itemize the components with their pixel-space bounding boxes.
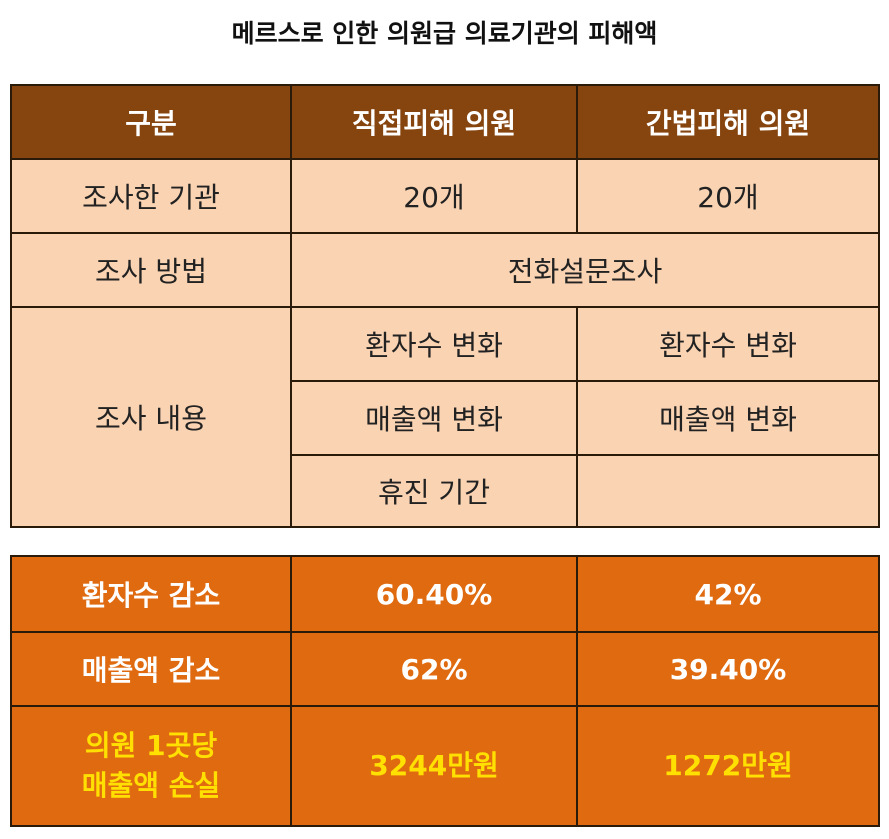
patients-label: 환자수 감소 [10,555,292,633]
header-indirect: 간법피해 의원 [576,84,880,160]
header-row: 구분 직접피해 의원 간법피해 의원 [10,84,880,160]
content-direct-item: 휴진 기간 [290,454,578,528]
content-direct-item: 환자수 변화 [290,306,578,382]
method-value: 전화설문조사 [290,232,880,308]
header-category: 구분 [10,84,292,160]
content-indirect-item: 환자수 변화 [576,306,880,382]
content-label: 조사 내용 [10,306,292,528]
content-direct-item: 매출액 변화 [290,380,578,456]
table-row: 휴진 기간 [11,454,880,528]
loss-label: 의원 1곳당 매출액 손실 [10,705,292,827]
patients-direct: 60.40% [290,555,578,633]
sales-label: 매출액 감소 [10,631,292,707]
table-row: 매출액 변화 매출액 변화 [11,380,880,456]
header-direct: 직접피해 의원 [290,84,578,160]
result-table: 환자수 감소 60.40% 42% 매출액 감소 62% 39.40% 의원 1… [10,555,880,827]
content-indirect-item: 매출액 변화 [576,380,880,456]
table-row: 매출액 감소 62% 39.40% [10,631,880,707]
table-row: 의원 1곳당 매출액 손실 3244만원 1272만원 [10,705,880,827]
table-row: 조사 내용 환자수 변화 환자수 변화 [10,306,880,528]
loss-direct: 3244만원 [290,705,578,827]
table-row: 조사한 기관 20개 20개 [10,158,880,234]
institutions-direct: 20개 [290,158,578,234]
loss-indirect: 1272만원 [576,705,880,827]
content-indirect-item [576,454,880,528]
method-label: 조사 방법 [10,232,292,308]
survey-table: 구분 직접피해 의원 간법피해 의원 조사한 기관 20개 20개 조사 방법 … [10,84,880,528]
sales-direct: 62% [290,631,578,707]
sales-indirect: 39.40% [576,631,880,707]
table-row: 환자수 감소 60.40% 42% [10,555,880,633]
table-row: 조사 방법 전화설문조사 [10,232,880,308]
patients-indirect: 42% [576,555,880,633]
loss-label-line1: 의원 1곳당 [84,729,218,762]
institutions-indirect: 20개 [576,158,880,234]
loss-label-line2: 매출액 손실 [81,769,221,802]
institutions-label: 조사한 기관 [10,158,292,234]
page-title: 메르스로 인한 의원급 의료기관의 피해액 [231,19,658,48]
